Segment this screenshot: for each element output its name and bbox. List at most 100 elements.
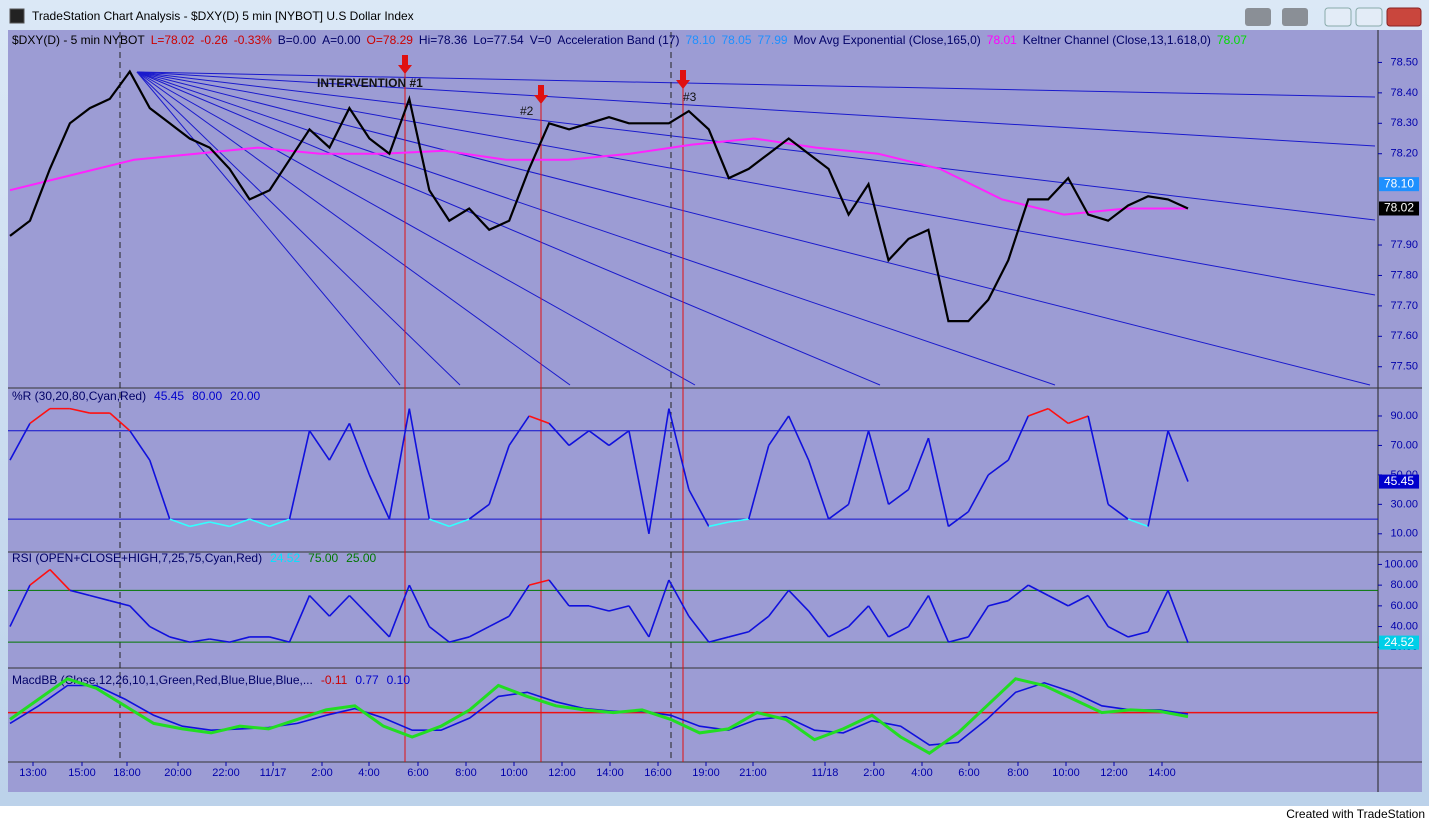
rsi-segment	[1027, 584, 1049, 597]
pctr-segment	[29, 407, 51, 424]
rsi-segment	[927, 595, 950, 643]
pctr-segment	[269, 518, 290, 528]
rsi-segment	[688, 615, 710, 643]
rsi-segment	[348, 594, 370, 617]
pctr-segment	[1047, 407, 1069, 424]
readout: 45.45	[154, 389, 184, 403]
rsi-segment	[548, 579, 570, 607]
pctr-segment	[668, 408, 690, 490]
event-lines	[119, 32, 684, 762]
rsi-segment	[1147, 589, 1169, 633]
rsi-segment	[708, 636, 729, 643]
price-line	[9, 69, 1189, 323]
x-tick-label: 14:00	[1148, 767, 1176, 779]
header-item: Mov Avg Exponential (Close,165,0)	[794, 33, 981, 47]
rsi-segment	[608, 605, 630, 612]
y-tick-label: 80.00	[1390, 579, 1418, 591]
pctr-segment	[388, 408, 411, 520]
pctr-segment	[169, 518, 190, 528]
annotation: #3	[683, 90, 697, 104]
y-tick-label: 78.30	[1390, 117, 1418, 129]
pctr-segment	[508, 415, 530, 446]
readout: 0.10	[387, 673, 411, 687]
indicator-name: %R (30,20,80,Cyan,Red)	[12, 389, 146, 403]
pctr-segment	[468, 503, 490, 520]
rsi-segment	[848, 605, 870, 628]
price-tag-label: 78.10	[1384, 176, 1414, 190]
rsi-segment	[49, 569, 71, 591]
pctr-segment	[947, 511, 969, 528]
x-tick-label: 11/17	[260, 767, 287, 779]
maximize-button[interactable]	[1355, 7, 1383, 27]
header-item: 78.10	[685, 33, 715, 47]
pctr-segment	[688, 489, 710, 527]
pctr-segment	[828, 503, 850, 520]
info-button[interactable]	[1282, 8, 1308, 26]
y-tick-label: 30.00	[1390, 498, 1418, 510]
price-tag	[1379, 201, 1419, 216]
header-item: Lo=77.54	[473, 33, 524, 47]
header-item: Keltner Channel (Close,13,1.618,0)	[1023, 33, 1211, 47]
rsi-segment	[328, 594, 350, 617]
pctr-segment	[1127, 518, 1149, 528]
x-tick-label: 16:00	[644, 767, 672, 779]
readout: 75.00	[308, 551, 338, 565]
rsi-segment	[888, 625, 909, 638]
price-tag	[1379, 177, 1419, 192]
footer: Created with TradeStation	[1286, 807, 1425, 821]
price-tag-label: 45.45	[1384, 474, 1414, 488]
pctr-segment	[1087, 415, 1109, 505]
rsi-segment	[69, 589, 91, 597]
rsi-segment	[988, 599, 1009, 607]
pctr-segment	[368, 474, 391, 520]
pctr-segment	[967, 474, 990, 513]
indicator-name: RSI (OPEN+CLOSE+HIGH,7,25,75,Cyan,Red)	[12, 551, 262, 565]
pctr-segment	[69, 407, 91, 414]
pctr-segment	[568, 430, 590, 447]
pctr-segment	[787, 415, 810, 461]
pctr-segment	[747, 445, 770, 520]
x-tick-label: 2:00	[311, 767, 332, 779]
rsi-segment	[408, 584, 431, 627]
pctr-segment	[528, 415, 550, 425]
rsi-segment	[189, 638, 210, 643]
y-tick-label: 78.20	[1390, 148, 1418, 160]
x-tick-label: 6:00	[407, 767, 428, 779]
dollar-button[interactable]	[1245, 8, 1271, 26]
readout: 80.00	[192, 389, 222, 403]
pctr-segment	[628, 430, 650, 534]
pctr-segment	[1067, 415, 1089, 425]
y-tick-label: 77.50	[1390, 361, 1418, 373]
close-button[interactable]	[1386, 7, 1422, 27]
rsi-segment	[1167, 590, 1189, 643]
header-item: 78.01	[987, 33, 1017, 47]
x-tick-label: 12:00	[548, 767, 576, 779]
y-tick-label: 78.50	[1390, 56, 1418, 68]
x-tick-label: 8:00	[1007, 767, 1028, 779]
rsi-segment	[428, 625, 450, 643]
rsi-segment	[748, 615, 770, 633]
rsi-segment	[867, 605, 890, 638]
x-tick-label: 22:00	[212, 767, 240, 779]
rsi-segment	[368, 615, 390, 638]
pctr-segment	[588, 430, 610, 447]
readout: 25.00	[346, 551, 376, 565]
price-tag	[1379, 635, 1419, 650]
x-tick-label: 21:00	[739, 767, 767, 779]
panel-label: RSI (OPEN+CLOSE+HIGH,7,25,75,Cyan,Red) 24…	[12, 551, 377, 565]
pctr-segment	[648, 408, 670, 534]
pctr-segment	[1167, 430, 1189, 482]
pctr-segment	[189, 521, 210, 528]
x-tick-label: 4:00	[911, 767, 932, 779]
pctr-segment	[149, 459, 171, 520]
pctr-segment	[548, 422, 570, 446]
pctr-segment	[288, 430, 311, 520]
indicator-name: MacdBB (Close,12,26,10,1,Green,Red,Blue,…	[12, 673, 313, 687]
readout: 20.00	[230, 389, 260, 403]
event-arrows	[398, 55, 690, 104]
pctr-segment	[209, 521, 230, 528]
minimize-button[interactable]	[1324, 7, 1352, 27]
header-item: 78.05	[721, 33, 751, 47]
readout: 24.52	[270, 551, 300, 565]
